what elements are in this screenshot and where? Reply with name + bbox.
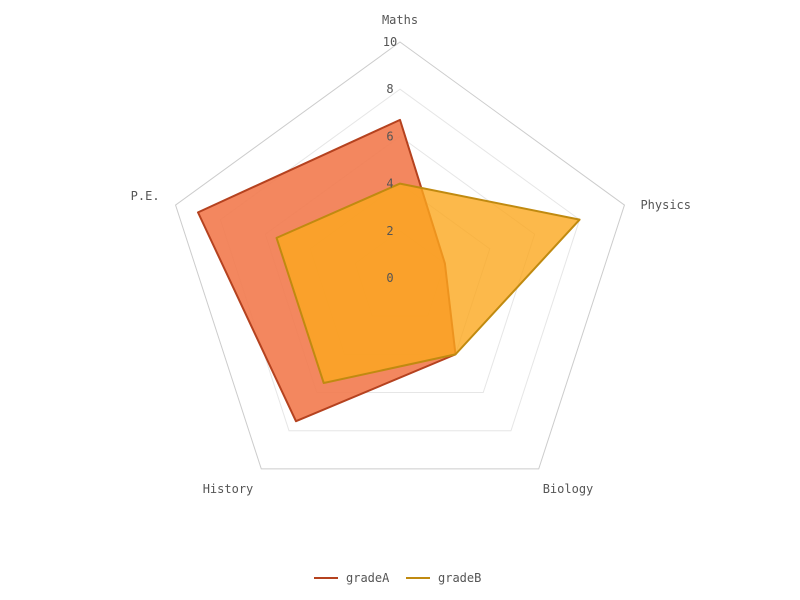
tick-label: 6 [386,129,393,143]
axis-label-history: History [203,482,254,496]
legend-item-gradeB[interactable]: gradeB [406,571,481,585]
legend-item-gradeA[interactable]: gradeA [314,571,390,585]
legend-label: gradeB [438,571,481,585]
tick-label: 10 [383,35,397,49]
series-area-gradeB [275,182,581,385]
radar-ticks: 0 2 4 6 8 10 [383,35,397,285]
tick-label: 0 [386,271,393,285]
tick-label: 4 [386,177,393,191]
chart-legend: gradeA gradeB [314,571,481,585]
radar-series [196,118,581,423]
tick-label: 2 [386,224,393,238]
axis-label-maths: Maths [382,13,418,27]
grid-ring-5 [174,41,626,470]
radar-axis-labels: Maths Physics Biology History P.E. [131,13,691,496]
axis-label-p-e: P.E. [131,189,160,203]
axis-label-biology: Biology [543,482,594,496]
legend-label: gradeA [346,571,390,585]
tick-label: 8 [386,82,393,96]
axis-label-physics: Physics [640,198,691,212]
